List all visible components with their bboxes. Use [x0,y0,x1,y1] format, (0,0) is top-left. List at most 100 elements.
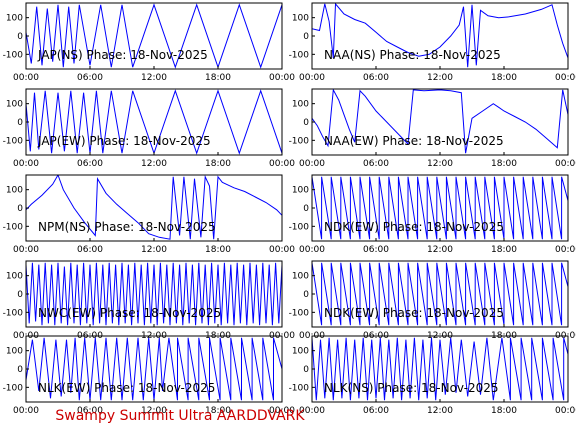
y-tick-label: 100 [292,100,309,110]
y-tick-label: 0 [303,290,309,300]
chart-title: JAP(EW) Phase: 18-Nov-2025 [37,134,211,148]
x-tick-label: 00:00 [299,406,325,416]
x-tick-label: 00:00 [13,245,39,255]
y-tick-label: -100 [3,383,24,393]
chart-panel-6: 00:00 06:00 12:00 18:00 00:00 100 0 -100 NDK(EW)… [289,174,576,255]
chart-title: NPM(NS) Phase: 18-Nov-2025 [38,220,216,234]
chart-panel-5: 00:00 06:00 12:00 18:00 00:00 100 0 -100 NPM(NS)… [3,174,295,255]
x-tick-label: 18:00 [205,406,231,416]
series-line [26,175,282,240]
x-tick-label: 06:00 [363,406,389,416]
x-tick-label: 00:00 [555,73,576,83]
x-tick-label: 12:00 [141,159,167,169]
chart-title: JAP(NS) Phase: 18-Nov-2025 [37,48,208,62]
chart-panel-9: 00:00 06:00 12:00 18:00 00:00 100 0 -100 NLK(EW)… [3,335,295,416]
series-line [312,337,568,401]
chart-panel-4: 00:00 06:00 12:00 18:00 00:00 100 0 -100 NAA(EW)… [289,88,576,169]
series-line [312,89,568,154]
series-line [312,176,568,240]
x-tick-label: 18:00 [491,73,517,83]
y-tick-label: 100 [6,14,23,24]
x-tick-label: 06:00 [363,245,389,255]
x-tick-label: 12:00 [141,406,167,416]
chart-title: NAA(NS) Phase: 18-Nov-2025 [324,48,501,62]
y-tick-label: 0 [17,290,23,300]
x-tick-label: 00:00 [13,406,39,416]
chart-title: NDK(EW) Phase: 18-Nov-2025 [324,306,504,320]
y-tick-label: 0 [17,365,23,375]
x-tick-label: 00:00 [299,245,325,255]
y-tick-label: 100 [6,186,23,196]
x-tick-label: 12:00 [141,73,167,83]
chart-panel-3: 00:00 06:00 12:00 18:00 00:00 100 0 -100 JAP(EW)… [3,88,295,169]
footer-label: Swampy Summit Ultra AARDDVARK [55,408,305,424]
y-tick-label: 100 [292,272,309,282]
x-tick-label: 06:00 [363,159,389,169]
x-tick-label: 06:00 [77,73,103,83]
y-tick-label: 100 [292,347,309,357]
chart-title: NDK(EW) Phase: 18-Nov-2025 [324,220,504,234]
x-tick-label: 00:00 [13,73,39,83]
series-line [26,89,282,155]
x-tick-label: 06:00 [363,73,389,83]
x-tick-label: 18:00 [205,73,231,83]
x-tick-label: 12:00 [427,73,453,83]
x-tick-label: 00:00 [555,245,576,255]
series-line [26,3,282,69]
series-line [312,3,568,68]
x-tick-label: 00:00 [555,159,576,169]
x-tick-label: 06:00 [77,245,103,255]
x-tick-label: 00:00 [269,245,295,255]
y-tick-label: -100 [3,50,24,60]
x-tick-label: 18:00 [205,245,231,255]
x-tick-label: 12:00 [427,406,453,416]
y-tick-label: -100 [289,308,310,318]
x-tick-label: 18:00 [491,159,517,169]
x-tick-label: 18:00 [491,245,517,255]
y-tick-label: -100 [3,222,24,232]
y-tick-label: 0 [17,118,23,128]
chart-title: NWC(EW) Phase: 18-Nov-2025 [38,306,221,320]
x-tick-label: 00:00 [269,406,295,416]
y-tick-label: 0 [303,118,309,128]
chart-panel-2: 00:00 06:00 12:00 18:00 00:00 100 0 -100 NAA(NS)… [289,2,576,83]
y-tick-label: -100 [289,136,310,146]
x-tick-label: 00:00 [555,406,576,416]
series-line [312,262,568,326]
y-tick-label: 100 [6,347,23,357]
y-tick-label: -100 [289,222,310,232]
x-tick-label: 18:00 [491,406,517,416]
x-tick-label: 00:00 [299,73,325,83]
x-tick-label: 06:00 [77,406,103,416]
x-tick-label: 12:00 [427,245,453,255]
x-tick-label: 12:00 [141,245,167,255]
chart-panel-1: 00:00 06:00 12:00 18:00 00:00 100 0 -100 JAP(NS)… [3,2,295,83]
y-tick-label: 0 [303,365,309,375]
x-tick-label: 12:00 [427,159,453,169]
x-tick-label: 06:00 [77,159,103,169]
y-tick-label: -100 [3,136,24,146]
y-tick-label: 100 [292,186,309,196]
x-tick-label: 00:00 [269,159,295,169]
y-tick-label: 0 [303,204,309,214]
chart-title: NLK(EW) Phase: 18-Nov-2025 [38,381,215,395]
x-tick-label: 18:00 [205,159,231,169]
x-tick-label: 00:00 [299,159,325,169]
chart-title: NLK(NS) Phase: 18-Nov-2025 [324,381,499,395]
y-tick-label: 100 [292,14,309,24]
y-tick-label: -100 [289,50,310,60]
y-tick-label: -100 [289,383,310,393]
series-line [26,262,282,326]
x-tick-label: 00:00 [13,159,39,169]
y-tick-label: 0 [303,32,309,42]
y-tick-label: -100 [3,308,24,318]
panels-grid: 00:00 06:00 12:00 18:00 00:00 100 0 -100 JAP(NS)… [3,2,576,416]
y-tick-label: 0 [17,32,23,42]
y-tick-label: 100 [6,100,23,110]
y-tick-label: 0 [17,204,23,214]
chart-panel-10: 00:00 06:00 12:00 18:00 00:00 100 0 -100 NLK(NS)… [289,335,576,416]
y-tick-label: 100 [6,272,23,282]
chart-title: NAA(EW) Phase: 18-Nov-2025 [324,134,504,148]
x-tick-label: 00:00 [269,73,295,83]
